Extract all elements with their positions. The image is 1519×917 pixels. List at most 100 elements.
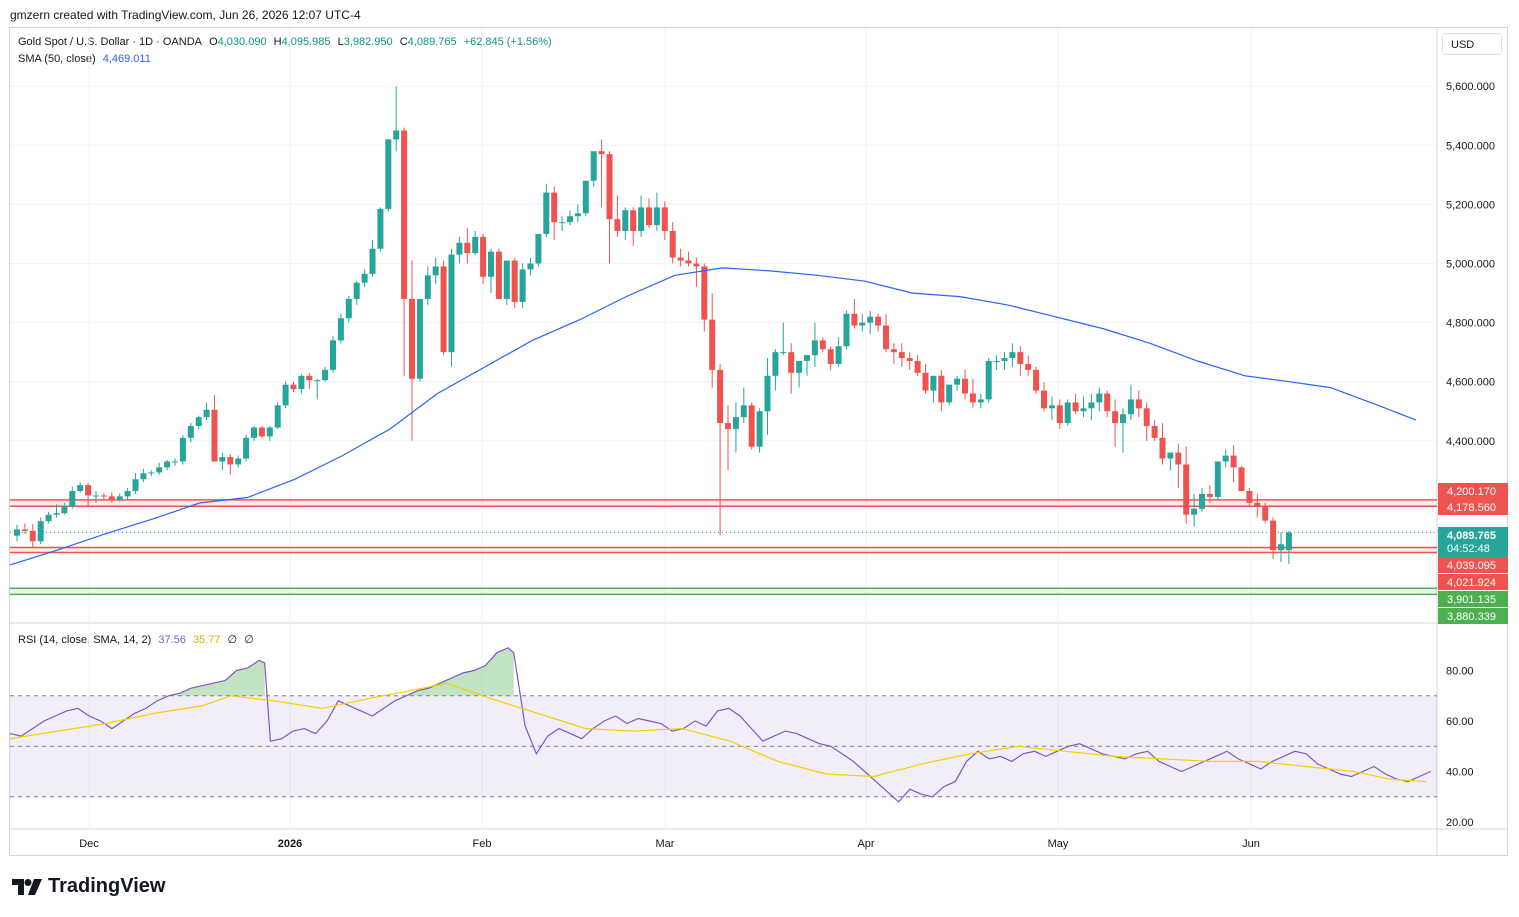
candle-body — [1191, 508, 1198, 515]
change-value: +62.845 (+1.56%) — [463, 36, 552, 48]
candle-body — [448, 254, 455, 353]
candle-body — [290, 384, 297, 390]
candle — [1143, 402, 1150, 441]
candle — [851, 298, 858, 329]
price-tick-label: 5,000.000 — [1446, 259, 1495, 271]
candle — [993, 355, 1000, 370]
candle — [1159, 423, 1166, 465]
candle-body — [124, 491, 131, 497]
close-label: C — [399, 36, 408, 48]
candle-body — [653, 207, 660, 226]
candle-body — [764, 375, 771, 412]
level-band-support — [10, 588, 1437, 595]
candle — [835, 337, 842, 367]
candle-body — [116, 496, 123, 500]
badge-r1-bottom-bg — [1438, 499, 1508, 515]
candle — [337, 313, 344, 344]
badge-r2-top-bg — [1438, 557, 1508, 573]
candle — [732, 402, 739, 453]
candle — [653, 192, 660, 231]
candle-body — [883, 325, 889, 350]
brand[interactable]: TradingView — [12, 875, 165, 898]
badge-s1-bottom-text: 3,880.339 — [1447, 611, 1496, 623]
candle-body — [701, 266, 708, 320]
candle — [361, 269, 368, 288]
candle-body — [1278, 544, 1284, 551]
candle-body — [1025, 363, 1032, 370]
candle-body — [622, 210, 629, 231]
candle-body — [488, 251, 494, 277]
candle — [235, 455, 242, 468]
candle-body — [274, 405, 281, 428]
candle-body — [203, 409, 210, 418]
candle — [258, 426, 265, 438]
candle — [1167, 452, 1174, 471]
candle — [646, 198, 652, 229]
rsi-overbought-fill — [168, 660, 265, 696]
badge-last-bg — [1438, 527, 1508, 558]
candle-body — [756, 411, 763, 447]
candle — [1017, 346, 1024, 376]
badge-r2-bottom-text: 4,021.924 — [1447, 577, 1496, 589]
candle — [472, 230, 479, 255]
candle — [424, 266, 431, 305]
time-tick-label: 2026 — [278, 838, 302, 850]
candle-body — [717, 369, 724, 424]
candle-body — [946, 384, 953, 403]
candle — [930, 375, 937, 403]
candle-body — [195, 417, 202, 427]
candle — [883, 313, 889, 353]
candle-body — [1285, 532, 1292, 551]
candle — [938, 369, 945, 412]
candle-body — [495, 251, 502, 299]
rsi-sma-value: 35.77 — [192, 634, 221, 646]
candle-body — [606, 154, 613, 220]
candle-body — [1017, 352, 1024, 364]
price-axis[interactable]: 5,600.000 5,400.000 5,200.000 5,000.000 4,80… — [1446, 81, 1495, 829]
candle-body — [567, 216, 573, 223]
candle-body — [1262, 505, 1269, 521]
currency-selector[interactable]: USD — [1442, 33, 1502, 55]
candle-body — [1183, 464, 1190, 515]
badge-s1-top-bg — [1438, 591, 1508, 607]
candle-body — [337, 318, 344, 341]
candle-body — [1120, 414, 1126, 424]
candle — [393, 86, 400, 152]
candle-body — [1056, 405, 1063, 424]
badge-r1-top: 4,200.170 — [1438, 483, 1508, 499]
candle-body — [1135, 399, 1142, 409]
candle-body — [21, 529, 28, 531]
candle-body — [859, 322, 866, 326]
candle — [1009, 343, 1016, 367]
candle — [1151, 420, 1158, 441]
rsi-tick-label: 60.00 — [1446, 716, 1474, 728]
candle — [567, 210, 573, 226]
candle-body — [432, 266, 439, 276]
candle — [756, 408, 763, 453]
candle — [717, 363, 724, 536]
candle-body — [132, 479, 139, 492]
rsi-ma-line — [9, 682, 1427, 783]
candle-body — [298, 375, 305, 390]
candle — [1175, 443, 1182, 489]
badge-r2-bottom-bg — [1438, 574, 1508, 590]
candle-body — [77, 485, 84, 492]
candle — [409, 260, 415, 441]
badge-r2-bottom: 4,021.924 — [1438, 574, 1508, 590]
candle — [1183, 446, 1190, 524]
rsi-line — [9, 647, 1431, 803]
candle-body — [251, 427, 257, 438]
candle-body — [914, 361, 921, 373]
sma-50-line — [9, 267, 1417, 566]
candle-body — [440, 266, 447, 353]
horizontal-levels — [10, 499, 1437, 596]
badge-s1-bottom-bg — [1438, 608, 1508, 624]
time-axis[interactable]: Dec 2026 Feb Mar Apr May Jun — [79, 838, 1260, 850]
candle-body — [993, 361, 1000, 363]
candle-body — [456, 242, 463, 255]
candle — [1120, 408, 1126, 453]
candle — [748, 402, 755, 450]
candle — [1104, 390, 1111, 418]
